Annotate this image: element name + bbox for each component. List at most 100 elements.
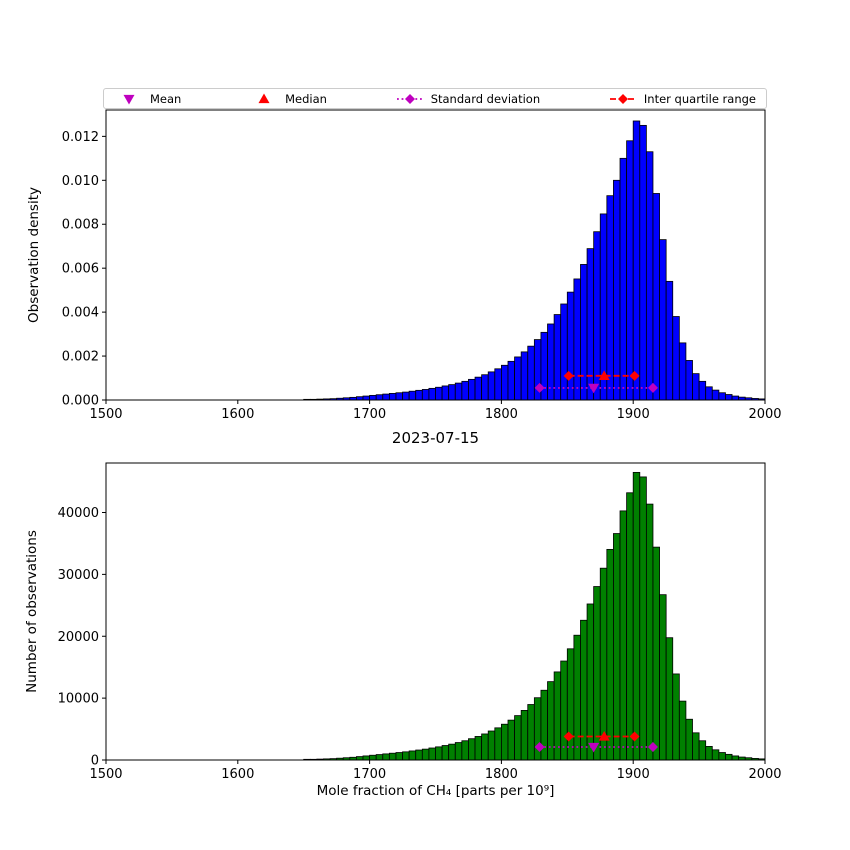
histogram-bar [652,546,660,761]
histogram-bar [494,727,502,761]
counts-histogram-bars [303,471,766,761]
y-tick-label: 0.006 [62,262,99,277]
histogram-bar [388,752,397,761]
histogram-bar [369,754,377,761]
y-tick-label: 20000 [58,630,99,645]
histogram-bar [659,239,667,401]
histogram-bar [421,748,430,761]
histogram-bar [626,140,634,401]
histogram-bar [606,195,614,401]
histogram-bar [678,700,687,761]
y-tick-label: 0.010 [62,174,99,189]
histogram-bar [421,389,430,401]
histogram-bar [454,742,463,761]
histogram-bar [428,387,436,401]
histogram-bar [659,594,667,761]
histogram-bar [382,753,390,761]
histogram-bar [514,356,522,401]
std-dev-low-marker [534,382,545,393]
iqr-q1-marker [563,731,574,742]
histogram-bar [448,743,456,761]
histogram-bar [415,389,423,401]
histogram-bar [395,752,403,761]
histogram-bar [580,264,588,401]
histogram-bar [435,746,443,761]
histogram-bar [698,740,707,761]
histogram-bar [580,619,588,761]
axes-frame [105,109,766,401]
x-tick-label: 1700 [353,407,386,422]
y-tick-label: 30000 [58,568,99,583]
histogram-bar [369,394,377,401]
histogram-bar [599,567,608,761]
histogram-bar [500,723,509,761]
mean-marker [588,383,600,394]
density-histogram-ticks: 1500 1600 1700 1800 1900 2000 0.000 0.002 0.004 0… [62,130,782,422]
histogram-bar [586,248,595,401]
histogram-bar [362,395,371,401]
histogram-bar [678,342,687,401]
x-tick-label: 1500 [89,407,122,422]
histogram-bar [507,360,515,401]
histogram-bar [613,533,621,761]
x-tick-label: 1700 [353,767,386,782]
histogram-bar [718,752,726,761]
counts-histogram-ticks: 1500 1600 1700 1800 1900 20000100002000030000… [58,506,782,782]
histogram-bar [441,745,450,761]
histogram-bar [692,373,700,401]
histogram-bar [698,380,707,401]
iqr-q1-marker [563,370,574,381]
y-axis-label: Observation density [26,187,42,323]
y-tick-label: 0.000 [62,394,99,409]
histogram-bar [566,291,575,401]
histogram-bar [685,718,693,761]
histogram-bar [402,751,410,761]
histogram-bar [685,360,693,401]
histogram-bar [632,471,641,761]
histogram-bar [382,393,390,401]
histogram-bar [356,756,364,761]
axes-frame [105,462,766,761]
legend-item-inter-quartile-range: Inter quartile range [608,92,756,106]
histogram-bar [428,747,436,761]
histogram-bar [507,719,515,761]
x-tick-label: 2000 [748,767,781,782]
legend: Mean Median Standard deviation Inter quarti… [103,88,767,109]
chart-title: 2023-07-15 [392,429,479,447]
x-tick-label: 2000 [748,407,781,422]
histogram-bar [461,380,469,401]
histogram-bar [395,392,403,401]
histogram-bar [461,740,469,761]
histogram-bar [547,323,555,401]
y-tick-label: 0.008 [62,218,99,233]
histogram-bar [560,303,568,401]
iqr-q3-marker [629,731,640,742]
median-marker [598,370,610,380]
histogram-bar [527,345,535,401]
histogram-bar [468,738,476,761]
density-histogram-bars [303,120,766,401]
std-dev-high-marker [647,742,658,753]
histogram-bar [408,750,417,761]
histogram-bar [645,503,654,761]
y-tick-label: 40000 [58,506,99,521]
histogram-bar [566,648,575,761]
y-axis-label: Number of observations [24,530,40,693]
triangle-down-icon [123,94,135,104]
mean-marker [588,742,600,753]
counts-histogram-stats-overlay [534,730,658,753]
legend-label: Standard deviation [430,91,541,106]
histogram-bar [487,730,496,761]
histogram-bar [560,660,568,761]
histogram-bar [468,378,476,401]
histogram-bar [481,733,489,761]
y-tick-label: 0.002 [62,350,99,365]
histogram-bar [474,736,483,761]
density-histogram: 1500 1600 1700 1800 1900 2000 0.000 0.002 0.004 0… [26,109,782,422]
histogram-bar [454,382,463,401]
histogram-bar [520,351,529,401]
histogram-bar [665,637,674,761]
histogram-bar [448,384,456,401]
legend-marker [123,94,135,104]
